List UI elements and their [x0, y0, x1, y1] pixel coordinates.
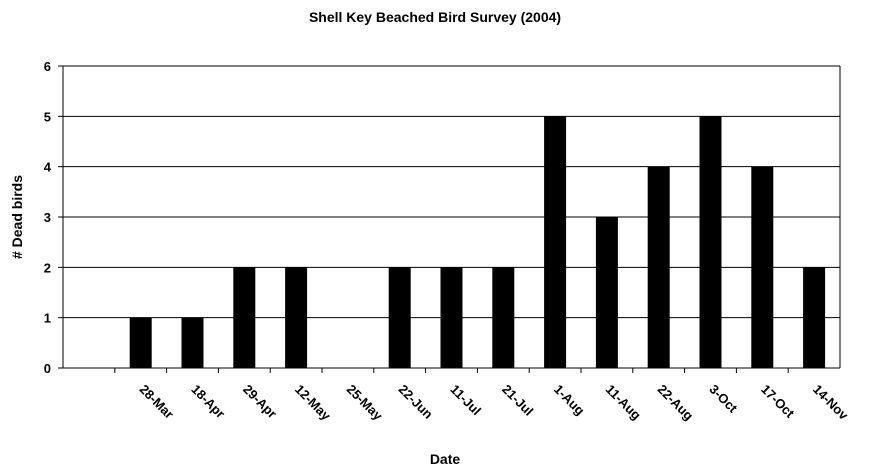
bar [492, 267, 515, 368]
x-tick-label: 22-Jun [396, 382, 436, 422]
bar [699, 116, 722, 368]
y-tick-label: 3 [44, 210, 51, 225]
bar [181, 317, 204, 368]
y-tick-label: 6 [44, 59, 51, 74]
bar [803, 267, 826, 368]
x-tick-label: 21-Jul [499, 382, 536, 419]
x-tick-label: 18-Apr [188, 382, 228, 422]
bar [751, 166, 774, 368]
bar [440, 267, 463, 368]
y-tick-label: 0 [44, 361, 51, 376]
bars [129, 116, 826, 368]
chart-title: Shell Key Beached Bird Survey (2004) [309, 9, 561, 25]
y-axis-ticks: 0 1 2 3 4 5 6 [44, 59, 63, 376]
x-tick-label: 14-Nov [810, 382, 852, 424]
x-tick-label: 1-Aug [551, 382, 588, 419]
y-tick-label: 2 [44, 260, 51, 275]
y-tick-label: 1 [44, 311, 51, 326]
x-tick-label: 22-Aug [655, 382, 697, 424]
bar [595, 217, 618, 368]
bar [285, 267, 308, 368]
x-tick-label: 17-Oct [758, 382, 798, 422]
bar [544, 116, 567, 368]
y-tick-label: 5 [44, 109, 51, 124]
bar [129, 317, 152, 368]
x-tick-label: 3-Oct [706, 382, 741, 417]
y-axis-title: # Dead birds [9, 175, 25, 259]
x-axis-labels: 28-Mar 18-Apr 29-Apr 12-May 25-May 22-Jun 11-J… [114, 368, 852, 424]
bar [388, 267, 411, 368]
x-tick-label: 12-May [292, 382, 334, 424]
x-tick-label: 11-Jul [447, 382, 484, 419]
bar [233, 267, 256, 368]
x-tick-label: 29-Apr [240, 382, 280, 422]
x-axis-title: Date [430, 451, 461, 467]
bar [647, 166, 670, 368]
y-tick-label: 4 [44, 160, 52, 175]
x-tick-label: 25-May [344, 382, 386, 424]
x-tick-label: 28-Mar [137, 382, 177, 422]
x-tick-label: 11-Aug [603, 382, 644, 423]
